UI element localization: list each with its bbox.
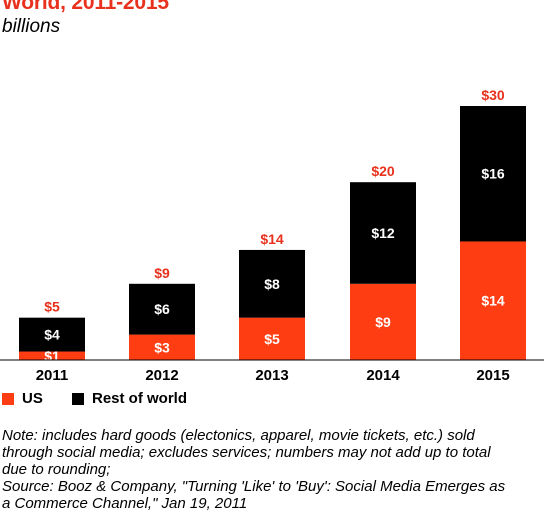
- data-label-us-2014: $9: [375, 314, 391, 330]
- stacked-bar-chart: $1 $4 $5 2011 $3 $6 $9 2012 $5 $8 $14 2013 $9 $12 $20 2…: [0, 87, 544, 384]
- data-label-rest-of-world-2014: $12: [371, 225, 395, 241]
- bar-us-2011: [19, 351, 85, 360]
- chart-notes: Note: includes hard goods (electonics, a…: [2, 427, 542, 512]
- legend-swatch-us: [2, 392, 14, 405]
- total-label-2014: $20: [371, 163, 395, 179]
- x-tick-label-2011: 2011: [36, 367, 69, 384]
- x-tick-label-2012: 2012: [145, 367, 178, 384]
- x-tick-label-2014: 2014: [366, 367, 400, 384]
- data-label-rest-of-world-2013: $8: [264, 276, 280, 292]
- bar-rest-of-world-2011: [19, 317, 85, 352]
- legend-item-us: US: [2, 390, 43, 407]
- bar-us-2013: [239, 317, 305, 360]
- data-label-rest-of-world-2015: $16: [481, 166, 505, 182]
- bar-rest-of-world-2012: [129, 283, 195, 335]
- total-label-2015: $30: [481, 87, 505, 103]
- chart-subtitle: billions: [2, 16, 61, 37]
- bar-us-2012: [129, 334, 195, 360]
- total-label-2011: $5: [44, 299, 60, 315]
- data-label-us-2013: $5: [264, 331, 280, 347]
- x-tick-label-2013: 2013: [255, 367, 288, 384]
- legend-swatch-rest-of-world: [72, 392, 84, 405]
- note-line: through social media; excludes services;…: [2, 444, 491, 461]
- source-line: a Commerce Channel," Jan 19, 2011: [2, 495, 248, 512]
- legend-item-rest-of-world: Rest of world: [72, 390, 187, 407]
- total-label-2013: $14: [260, 231, 284, 247]
- note-line: Note: includes hard goods (electonics, a…: [2, 427, 475, 444]
- chart-title: World, 2011-2015: [2, 0, 169, 14]
- source-line: Source: Booz & Company, "Turning 'Like' …: [2, 478, 506, 495]
- data-label-rest-of-world-2012: $6: [154, 301, 170, 317]
- note-line: due to rounding;: [2, 461, 111, 478]
- bar-rest-of-world-2014: [350, 182, 416, 284]
- bar-us-2014: [350, 283, 416, 360]
- bar-rest-of-world-2013: [239, 249, 305, 318]
- data-label-us-2015: $14: [481, 293, 505, 309]
- data-label-us-2011: $1: [44, 348, 60, 364]
- bar-rest-of-world-2015: [460, 106, 526, 242]
- data-label-rest-of-world-2011: $4: [44, 327, 60, 343]
- chart-legend: US Rest of world: [0, 390, 544, 414]
- legend-label-rest-of-world: Rest of world: [92, 390, 188, 407]
- x-tick-label-2015: 2015: [476, 367, 509, 384]
- total-label-2012: $9: [154, 265, 170, 281]
- bar-us-2015: [460, 241, 526, 360]
- data-label-us-2012: $3: [154, 339, 170, 355]
- legend-label-us: US: [22, 390, 43, 407]
